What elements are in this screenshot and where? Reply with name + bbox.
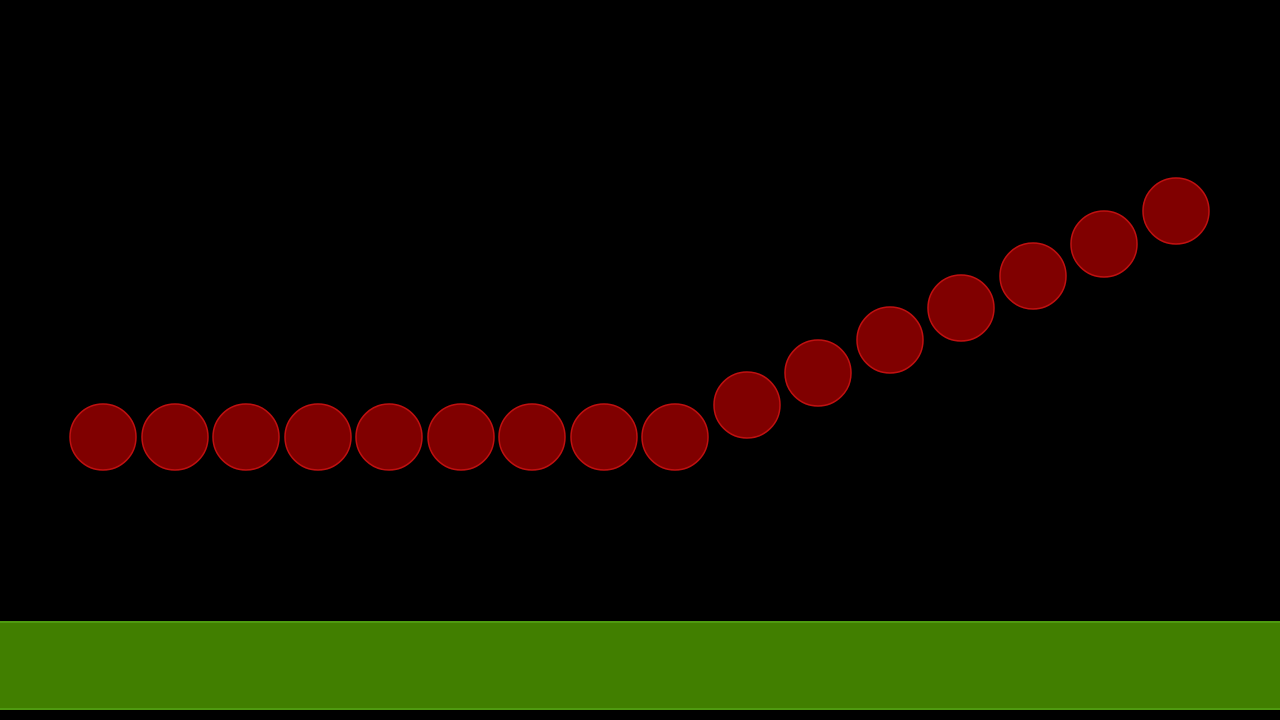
chain-ball	[69, 403, 137, 471]
chain-ball	[570, 403, 638, 471]
chain-ball	[498, 403, 566, 471]
chain-ball	[999, 242, 1067, 310]
chain-ball	[856, 306, 924, 374]
chain-ball	[355, 403, 423, 471]
chain-ball	[784, 339, 852, 407]
chain-ball	[284, 403, 352, 471]
chain-ball	[713, 371, 781, 439]
chain-ball	[212, 403, 280, 471]
chain-ball	[141, 403, 209, 471]
chain-ball	[927, 274, 995, 342]
chain-ball	[641, 403, 709, 471]
chain-ball	[1142, 177, 1210, 245]
ground-platform	[0, 621, 1280, 710]
chain-ball	[1070, 210, 1138, 278]
chain-ball	[427, 403, 495, 471]
